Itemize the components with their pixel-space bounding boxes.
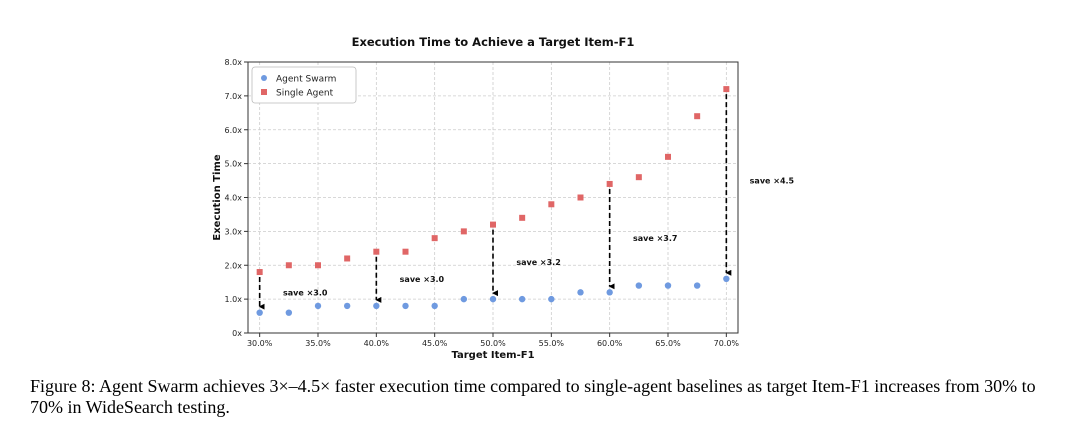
legend-marker-agent-swarm [261,75,267,81]
y-tick-label: 3.0x [225,227,243,236]
savings-label: save ×3.2 [516,258,560,267]
single-agent-point [694,113,701,120]
y-tick-label: 6.0x [225,126,243,135]
x-tick-label: 50.0% [480,339,506,348]
savings-label: save ×4.5 [750,177,795,186]
single-agent-point [577,194,584,201]
figure-caption: Figure 8: Agent Swarm achieves 3×–4.5× f… [30,376,1050,418]
legend-label: Agent Swarm [276,75,336,85]
x-tick-label: 35.0% [305,339,331,348]
legend-marker-single-agent [261,89,267,95]
agent-swarm-point [548,295,555,303]
execution-time-chart: 30.0% 35.0% 40.0% 45.0% 50.0% 55.0% 60.0% 65.0%… [212,35,795,361]
agent-swarm-point [577,289,584,296]
single-agent-point [315,262,321,269]
agent-swarm-point [693,282,701,289]
legend-label: Single Agent [276,89,334,99]
single-agent-point [490,221,496,228]
x-tick-label: 60.0% [597,339,623,348]
single-agent-point [606,180,613,187]
single-agent-point [285,262,292,269]
single-agent-point [402,248,409,255]
y-tick-label: 8.0x [225,58,243,67]
savings-label: save ×3.0 [400,275,445,284]
agent-swarm-point [489,295,497,303]
y-tick-label: 5.0x [225,160,243,169]
y-tick-label: 1.0x [225,295,243,304]
single-agent-point [548,201,555,208]
single-agent-point [723,86,730,93]
agent-swarm-point [431,302,438,310]
agent-swarm-point [285,309,293,316]
agent-swarm-point [314,302,322,310]
single-agent-point [519,214,526,221]
single-agent-point [256,269,263,276]
agent-swarm-point [460,295,468,303]
single-agent-point [431,235,438,242]
agent-swarm-point [606,289,613,296]
single-agent-point [635,174,642,181]
agent-swarm-point [518,295,526,303]
agent-swarm-point [343,302,351,310]
agent-swarm-point [723,275,730,282]
y-tick-label: 0x [232,329,242,338]
chart-title: Execution Time to Achieve a Target Item-… [352,35,635,49]
x-axis-label: Target Item-F1 [451,350,534,361]
y-tick-label: 4.0x [225,194,243,203]
savings-label: save ×3.7 [633,234,677,243]
y-tick-label: 7.0x [225,92,243,101]
single-agent-point [460,228,467,235]
x-tick-label: 70.0% [714,339,740,348]
single-agent-point [344,255,351,262]
y-axis-label: Execution Time [212,154,223,240]
agent-swarm-point [664,282,672,289]
chart-svg: 30.0% 35.0% 40.0% 45.0% 50.0% 55.0% 60.0% 65.0%… [212,35,795,361]
x-tick-label: 45.0% [422,339,448,348]
agent-swarm-point [373,302,380,310]
single-agent-point [665,153,671,160]
y-tick-label: 2.0x [225,261,243,270]
legend-box [251,66,357,104]
savings-label: save ×3.0 [283,288,328,297]
x-tick-label: 40.0% [364,339,390,348]
figure-caption-text: Figure 8: Agent Swarm achieves 3×–4.5× f… [30,376,1036,417]
agent-swarm-point [256,309,263,316]
agent-swarm-point [402,302,409,310]
x-tick-label: 30.0% [247,339,273,348]
x-tick-label: 55.0% [539,339,565,348]
x-tick-label: 65.0% [655,339,681,348]
agent-swarm-point [635,282,643,289]
single-agent-point [373,248,380,255]
